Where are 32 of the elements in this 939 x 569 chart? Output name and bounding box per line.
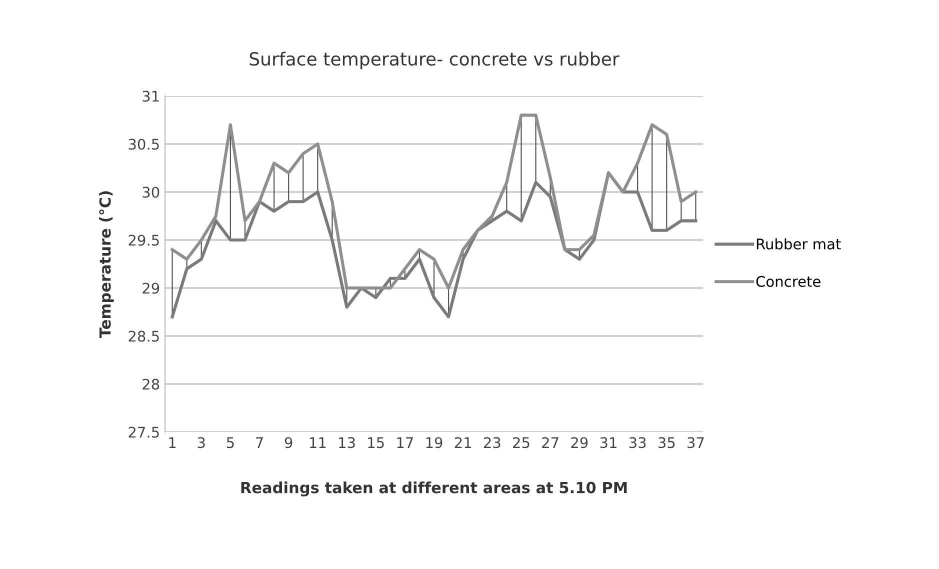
chart-title: Surface temperature- concrete vs rubber — [250, 52, 620, 70]
y-tick-label: 31 — [142, 90, 159, 102]
y-axis-title: Temperature (°C) — [99, 191, 114, 338]
y-tick-label: 30 — [142, 186, 160, 198]
x-tick-label: 13 — [339, 437, 355, 448]
x-tick-label: 23 — [484, 437, 500, 448]
y-tick-label: 30.5 — [128, 138, 159, 150]
x-tick-label: 19 — [426, 437, 442, 448]
legend-label: Concrete — [756, 276, 820, 287]
y-tick-label: 28 — [142, 378, 160, 390]
x-tick-label: 3 — [198, 437, 205, 448]
y-tick-label: 29 — [142, 282, 160, 294]
x-tick-label: 31 — [600, 437, 616, 448]
y-tick-label: 29.5 — [128, 234, 159, 246]
x-tick-label: 21 — [454, 437, 472, 448]
legend-label: Rubber mat — [756, 238, 841, 250]
x-tick-label: 37 — [688, 437, 704, 448]
x-tick-label: 29 — [571, 437, 588, 448]
x-tick-label: 25 — [513, 437, 530, 448]
x-tick-label: 7 — [256, 437, 263, 448]
y-tick-label: 28.5 — [128, 330, 159, 342]
x-tick-label: 15 — [368, 437, 384, 448]
x-axis-title: Readings taken at different areas at 5.10 PM — [241, 482, 627, 496]
x-tick-label: 27 — [542, 437, 558, 448]
x-tick-label: 1 — [169, 437, 176, 448]
x-tick-label: 33 — [629, 437, 646, 448]
x-tick-label: 5 — [226, 437, 234, 448]
x-tick-label: 17 — [397, 437, 413, 448]
x-tick-label: 9 — [284, 437, 292, 448]
x-tick-label: 11 — [310, 437, 326, 448]
x-tick-label: 35 — [658, 437, 675, 448]
y-tick-label: 27.5 — [128, 426, 159, 438]
